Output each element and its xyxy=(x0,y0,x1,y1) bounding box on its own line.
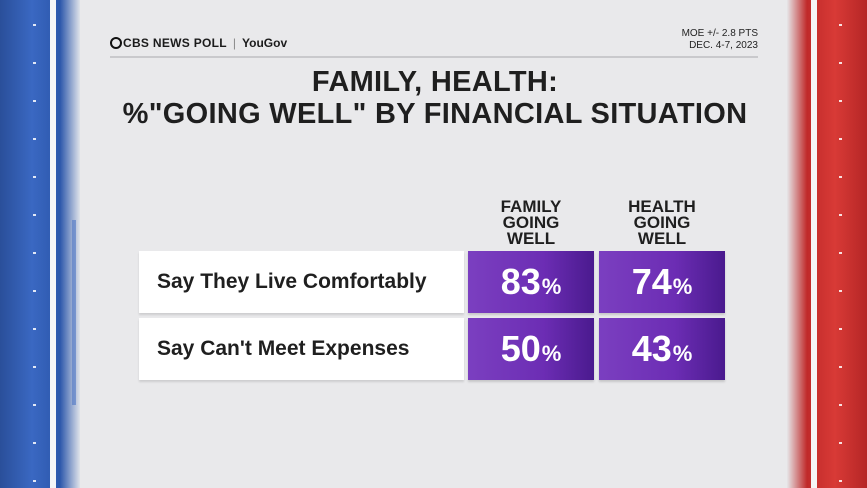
header: CBS NEWS POLL | YouGov MOE +/- 2.8 PTS D… xyxy=(110,28,758,58)
value-number: 74 xyxy=(631,261,672,302)
decor-tick xyxy=(839,214,842,216)
decor-tick xyxy=(839,24,842,26)
column-header-line: FAMILY xyxy=(500,197,562,216)
decor-tick xyxy=(33,366,36,368)
decor-tick xyxy=(33,290,36,292)
chart-title-line2: %"GOING WELL" BY FINANCIAL SITUATION xyxy=(122,98,748,130)
decor-tick xyxy=(33,480,36,482)
decor-tick xyxy=(839,138,842,140)
value-cell: 50% xyxy=(468,318,594,380)
value-cell: 43% xyxy=(599,318,725,380)
decor-tick xyxy=(33,24,36,26)
decor-tick xyxy=(33,404,36,406)
decor-tick xyxy=(839,62,842,64)
column-header-family: FAMILY GOING WELL xyxy=(468,197,594,248)
decor-tick xyxy=(839,328,842,330)
cbs-eye-icon xyxy=(110,37,122,49)
row-label: Say They Live Comfortably xyxy=(139,251,464,313)
chart-title: FAMILY, HEALTH: %"GOING WELL" BY FINANCI… xyxy=(100,66,770,130)
column-header-line: HEALTH xyxy=(628,197,696,216)
percent-sign: % xyxy=(541,274,562,299)
value-cell: 83% xyxy=(468,251,594,313)
column-header-line: WELL xyxy=(506,229,556,248)
decor-tick xyxy=(839,480,842,482)
right-decor-stripe xyxy=(811,0,817,488)
chart-title-line1: FAMILY, HEALTH: xyxy=(311,66,559,98)
brand-yougov-text: YouGov xyxy=(242,36,288,50)
left-decor-stripe xyxy=(50,0,56,488)
right-decor-bar xyxy=(787,0,867,488)
left-decor-panel xyxy=(72,220,76,405)
percent-sign: % xyxy=(672,274,693,299)
decor-tick xyxy=(33,252,36,254)
decor-tick xyxy=(33,138,36,140)
percent-sign: % xyxy=(541,341,562,366)
poll-meta: MOE +/- 2.8 PTS DEC. 4-7, 2023 xyxy=(682,28,758,52)
brand-logo: CBS NEWS POLL | YouGov xyxy=(110,36,287,50)
decor-tick xyxy=(839,366,842,368)
decor-tick xyxy=(839,176,842,178)
value-number: 43 xyxy=(631,328,672,369)
decor-tick xyxy=(33,62,36,64)
poll-dates: DEC. 4-7, 2023 xyxy=(689,40,758,51)
decor-tick xyxy=(839,404,842,406)
decor-tick xyxy=(33,442,36,444)
left-decor-bar xyxy=(0,0,80,488)
column-header-line: GOING xyxy=(633,213,691,232)
decor-tick xyxy=(33,214,36,216)
value-number: 83 xyxy=(500,261,541,302)
value-cell: 74% xyxy=(599,251,725,313)
decor-tick xyxy=(839,100,842,102)
column-header-health: HEALTH GOING WELL xyxy=(599,197,725,248)
brand-cbs-text: CBS NEWS POLL xyxy=(123,36,227,50)
value-number: 50 xyxy=(500,328,541,369)
decor-tick xyxy=(839,290,842,292)
decor-tick xyxy=(839,252,842,254)
percent-sign: % xyxy=(672,341,693,366)
decor-tick xyxy=(33,176,36,178)
decor-tick xyxy=(33,100,36,102)
column-header-line: WELL xyxy=(637,229,687,248)
brand-separator: | xyxy=(232,36,237,50)
decor-tick xyxy=(839,442,842,444)
decor-tick xyxy=(33,328,36,330)
row-label: Say Can't Meet Expenses xyxy=(139,318,464,380)
column-header-line: GOING xyxy=(502,213,560,232)
margin-of-error: MOE +/- 2.8 PTS xyxy=(681,28,758,39)
